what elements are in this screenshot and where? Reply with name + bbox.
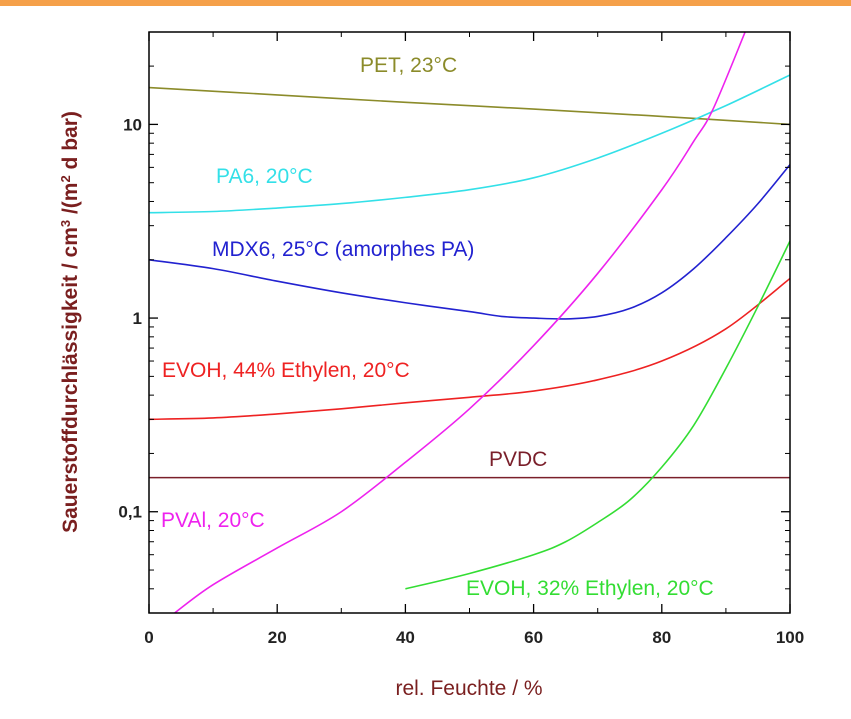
series-line-mdx6-25-c-amorphes-pa [149,164,790,320]
y-axis-title: Sauerstoffdurchlässigkeit / cm3 /(m2 d b… [58,111,83,533]
series-label-evoh-32-ethylen-20-c: EVOH, 32% Ethylen, 20°C [466,577,714,600]
series-line-evoh-32-ethylen-20-c [405,240,790,590]
x-tick-label: 20 [268,628,287,647]
y-tick-label: 1 [133,309,142,328]
series-label-evoh-44-ethylen-20-c: EVOH, 44% Ethylen, 20°C [162,359,410,382]
y-axis-title-sup: 3 [58,220,73,227]
ticks-group [148,31,791,614]
series-group [149,32,790,613]
series-line-evoh-44-ethylen-20-c [149,277,790,421]
top-border [0,0,851,6]
series-label-mdx6-25-c-amorphes-pa: MDX6, 25°C (amorphes PA) [212,238,474,261]
x-tick-label: 60 [524,628,543,647]
series-label-pvdc: PVDC [489,448,547,471]
series-labels-group: PET, 23°C PA6, 20°C MDX6, 25°C (amorphes P… [161,54,714,600]
x-tick-label: 100 [776,628,804,647]
series-label-pval-20-c: PVAl, 20°C [161,509,265,532]
series-line-pa6-20-c [149,74,790,214]
y-axis-title-main: Sauerstoffdurchlässigkeit / cm [59,227,82,533]
series-line-pet-23-c [149,86,790,126]
series-label-pet-23-c: PET, 23°C [360,54,457,77]
y-tick-label: 0,1 [118,503,142,522]
y-tick-label: 10 [123,115,142,134]
y-axis-title-end: d bar) [59,111,82,175]
y-axis-title-mid: /(m [59,183,82,220]
y-axis-title-sup2: 2 [58,175,73,182]
series-label-pa6-20-c: PA6, 20°C [216,165,313,188]
tick-labels-group: 0 20 40 60 80 100 0,1 1 10 [118,115,804,647]
x-tick-label: 0 [144,628,153,647]
x-tick-label: 80 [652,628,671,647]
x-tick-label: 40 [396,628,415,647]
series-line-pval-20-c [174,32,746,613]
x-axis-title: rel. Feuchte / % [395,677,542,700]
